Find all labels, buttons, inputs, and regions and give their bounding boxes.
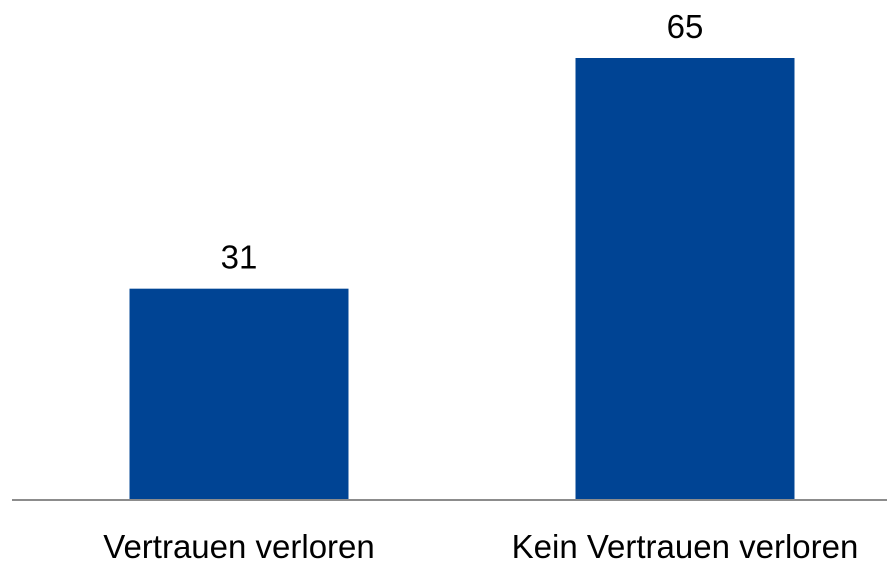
category-label-1: Vertrauen verloren [103, 528, 375, 565]
data-label-1: 31 [221, 239, 258, 276]
bars-layer [129, 58, 795, 499]
category-label-2: Kein Vertrauen verloren [512, 528, 859, 565]
data-label-2: 65 [667, 8, 704, 45]
bar-1 [129, 288, 349, 499]
labels-layer: 31 Vertrauen verloren 65 Kein Vertrauen ver… [103, 8, 858, 565]
bar-2 [575, 58, 795, 499]
